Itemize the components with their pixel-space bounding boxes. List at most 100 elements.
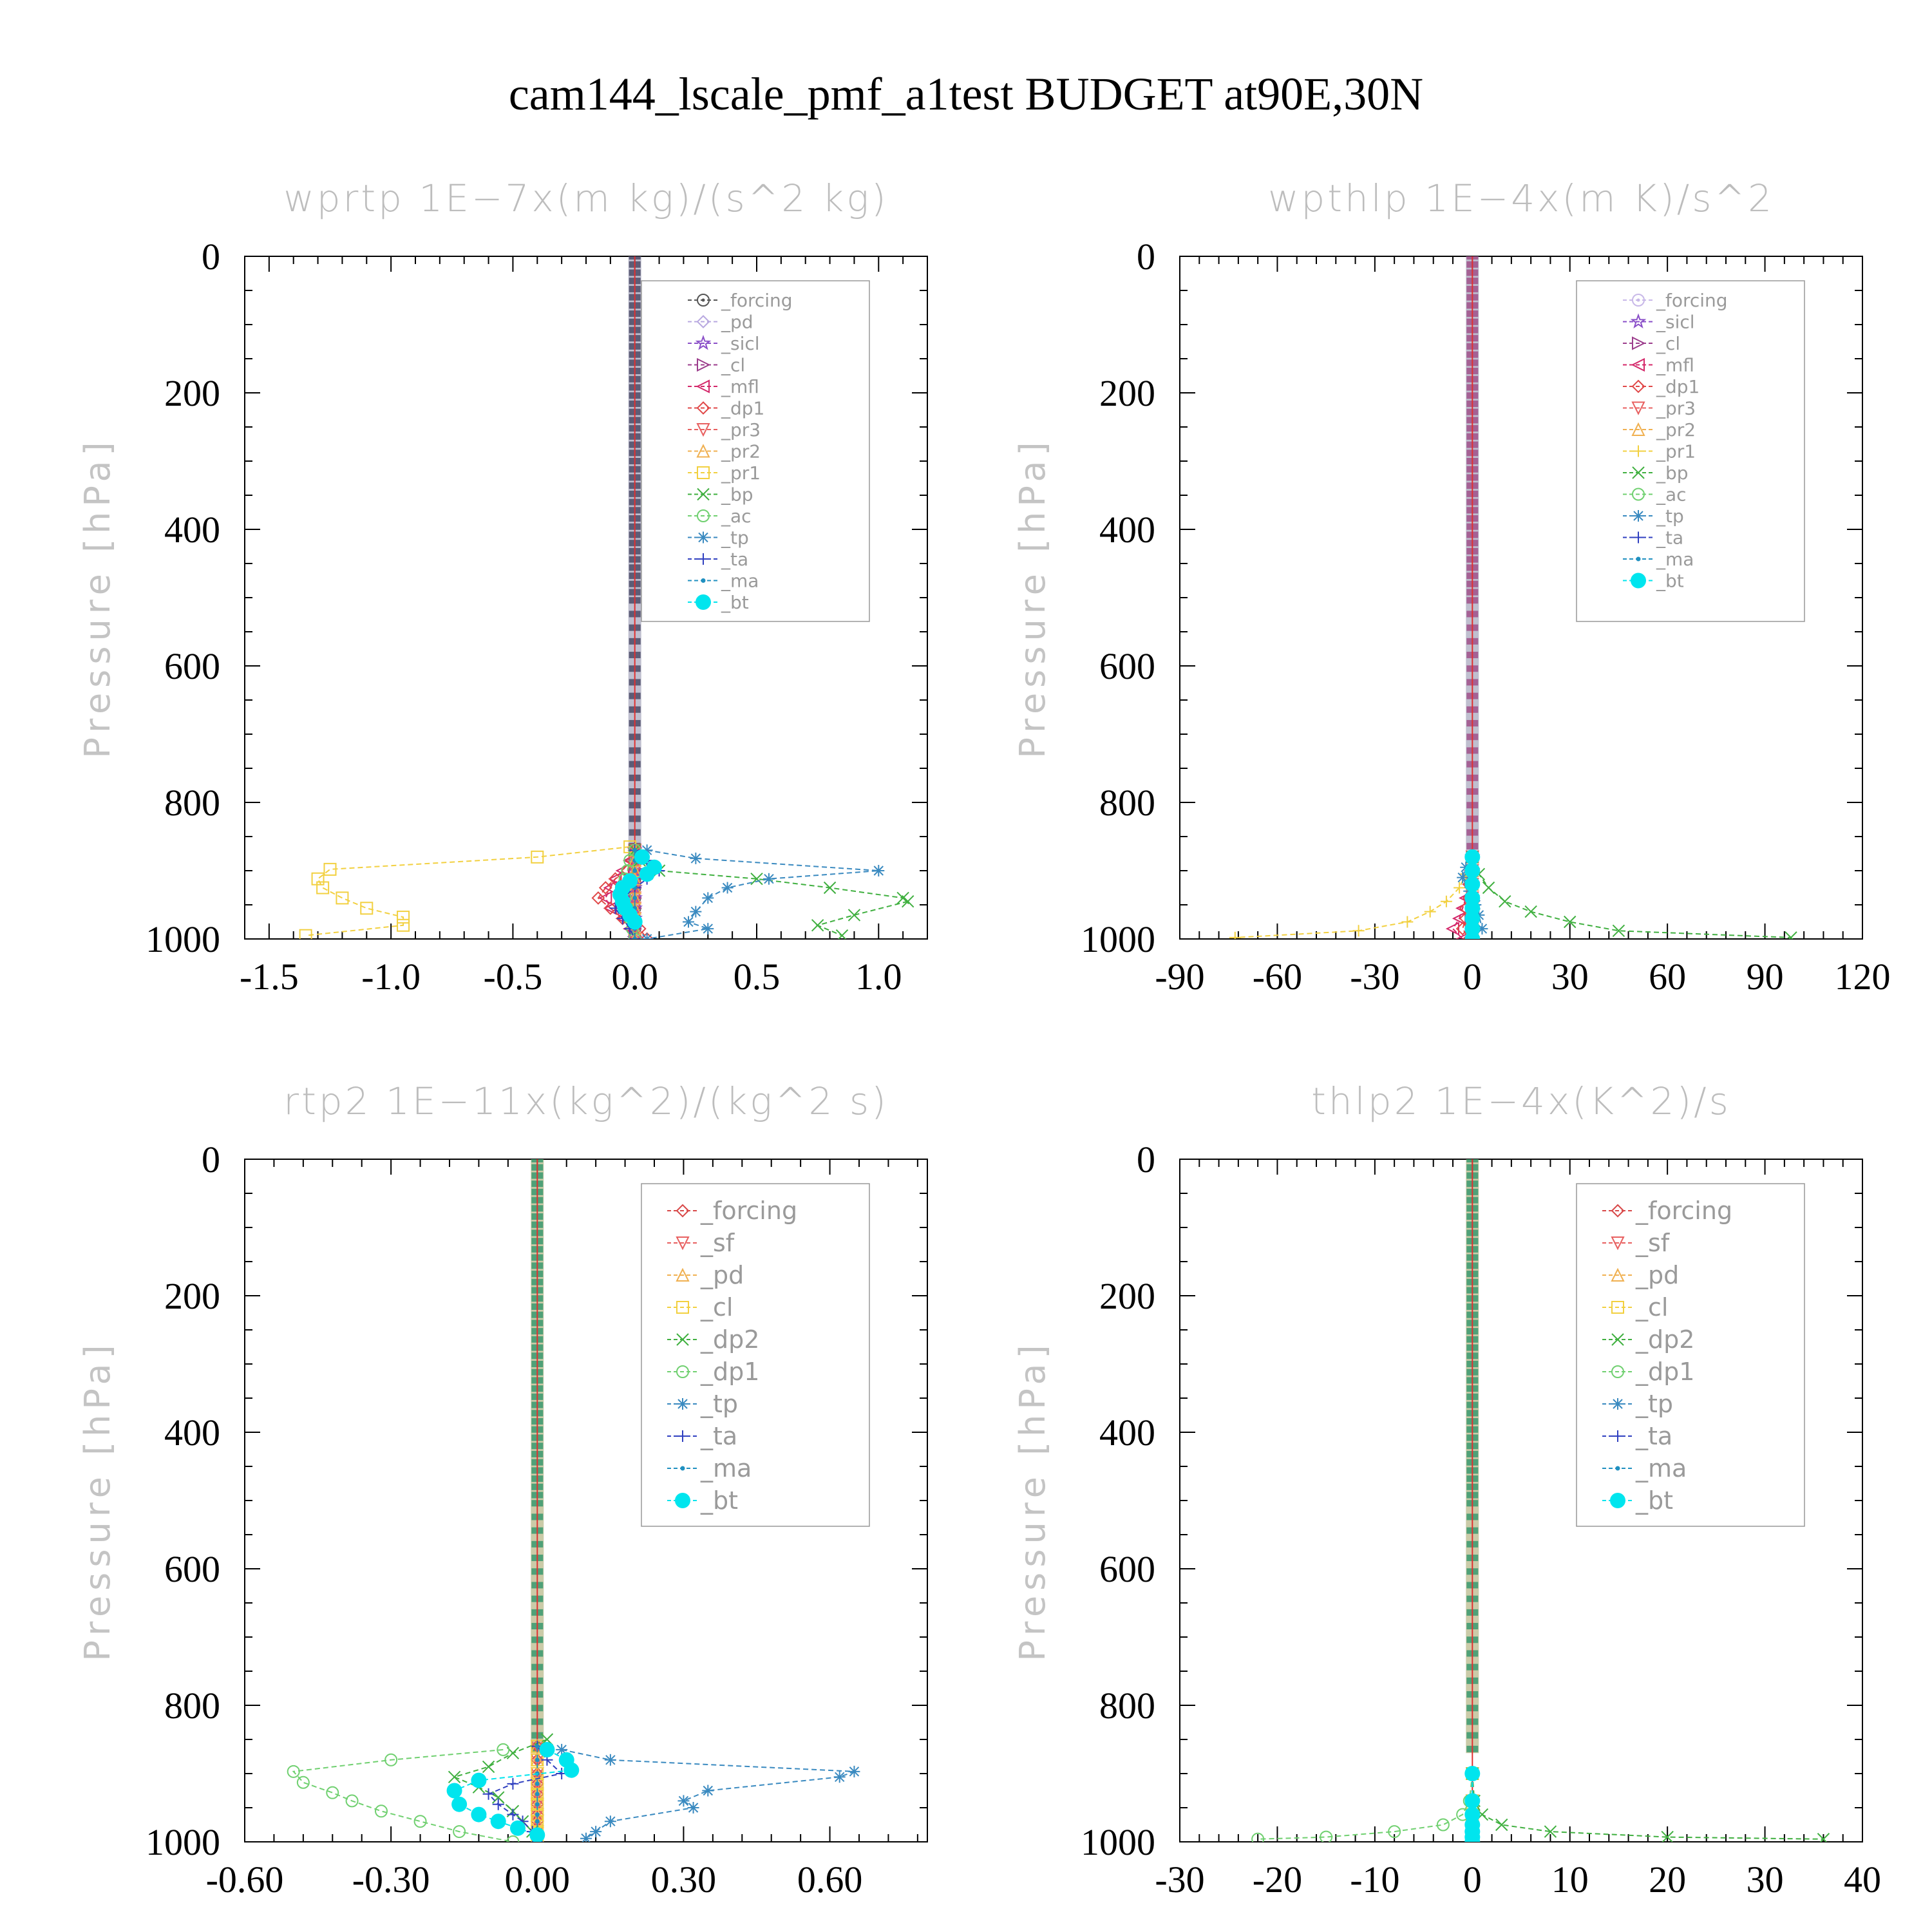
data-point: [1440, 895, 1452, 907]
panels-container: wprtp 1E−7x(m kg)/(s^2 kg) Pressure [hPa]…: [77, 176, 1891, 1900]
legend-entry: _cl: [1656, 333, 1680, 354]
data-point: [639, 866, 655, 882]
legend-entry: _pd: [1635, 1261, 1679, 1289]
data-point: [1482, 881, 1495, 895]
y-tick-label: 400: [164, 509, 220, 551]
legend-marker: [1631, 357, 1645, 372]
legend-entry: _mfl: [1656, 355, 1694, 376]
x-tick-label: 120: [1835, 956, 1891, 998]
legend-box: [641, 280, 870, 622]
data-point: [311, 872, 325, 886]
legend-entry: _ta: [1635, 1422, 1672, 1450]
legend-entry: _pd: [700, 1261, 744, 1289]
chart-panel-3: rtp2 1E−11x(kg^2)/(kg^2 s) Pressure [hPa]…: [77, 1079, 928, 1900]
legend-marker: [1611, 1365, 1624, 1378]
data-point: [634, 849, 650, 865]
data-point: [750, 873, 763, 886]
legend-entry: _bt: [721, 592, 749, 613]
x-tick-label: 10: [1551, 1859, 1589, 1900]
legend-marker: [1633, 510, 1644, 522]
x-tick-label: 30: [1747, 1859, 1784, 1900]
series-dp1: [1251, 1767, 1479, 1842]
x-tick-label: 30: [1551, 956, 1589, 998]
data-point: [507, 1777, 519, 1790]
panel-title: wprtp 1E−7x(m kg)/(s^2 kg): [283, 176, 888, 220]
legend-entry: _pr2: [721, 441, 761, 462]
series-line: [1235, 857, 1473, 938]
legend-marker: [1631, 379, 1645, 393]
y-tick-label: 800: [1099, 782, 1155, 824]
data-point: [835, 929, 849, 939]
data-point: [413, 1815, 427, 1828]
data-point: [287, 1765, 300, 1778]
data-point: [632, 868, 638, 873]
data-point: [482, 1760, 495, 1774]
y-tick-label: 0: [202, 1139, 220, 1180]
y-tick-label: 800: [1099, 1685, 1155, 1727]
data-point: [497, 1743, 510, 1756]
panel-title: wpthlp 1E−4x(m K)/s^2: [1268, 176, 1774, 220]
y-tick-label: 200: [1099, 372, 1155, 414]
data-point: [1785, 931, 1797, 939]
data-point: [632, 848, 638, 853]
data-point: [627, 914, 643, 930]
x-tick-label: -90: [1155, 956, 1204, 998]
data-point: [336, 891, 349, 905]
legend-marker: [1611, 1267, 1625, 1282]
data-point: [490, 1814, 506, 1830]
data-point: [641, 933, 653, 939]
series-line: [614, 849, 661, 939]
legend-marker: [697, 509, 710, 522]
legend-marker: [676, 1333, 689, 1346]
x-tick-label: 0: [1463, 1859, 1482, 1900]
data-point: [604, 1754, 616, 1766]
legend-marker: [697, 294, 710, 307]
legend-marker: [1615, 1466, 1620, 1471]
data-point: [360, 902, 374, 915]
legend-entry: _forcing: [700, 1197, 797, 1225]
legend-marker: [696, 379, 710, 393]
data-point: [535, 1781, 540, 1786]
legend-entry: _sicl: [721, 333, 760, 354]
legend-marker: [1611, 1236, 1625, 1251]
data-point: [1544, 1825, 1557, 1838]
data-point: [1564, 915, 1577, 929]
series-bp: [1466, 851, 1797, 939]
legend-marker: [696, 401, 710, 415]
data-point: [564, 1762, 580, 1778]
data-point: [531, 850, 544, 864]
y-tick-label: 1000: [146, 918, 220, 960]
series-bt: [612, 849, 662, 930]
data-point: [323, 862, 337, 876]
series-line: [305, 846, 630, 936]
data-point: [1464, 863, 1481, 878]
legend-entry: _forcing: [1635, 1197, 1732, 1225]
x-tick-label: 0.00: [505, 1859, 571, 1900]
series-layer: [287, 1159, 860, 1842]
y-tick-label: 600: [164, 645, 220, 687]
data-point: [397, 918, 410, 932]
data-point: [535, 1819, 540, 1824]
legend-marker: [696, 594, 711, 610]
legend-entry: _tp: [1656, 506, 1684, 527]
data-point: [453, 1825, 466, 1839]
legend-marker: [701, 578, 706, 583]
data-point: [345, 1794, 359, 1808]
data-point: [1464, 1834, 1481, 1842]
legend-marker: [1631, 573, 1646, 589]
x-tick-label: 0.60: [797, 1859, 863, 1900]
legend-entry: _dp2: [700, 1325, 759, 1354]
legend-entry: _bt: [700, 1486, 738, 1515]
legend-entry: _sf: [1635, 1229, 1671, 1257]
legend-marker: [695, 335, 712, 350]
data-point: [299, 929, 312, 939]
y-tick-label: 400: [164, 1412, 220, 1454]
legend-marker: [1633, 531, 1644, 544]
data-point: [1424, 905, 1436, 918]
legend-marker: [697, 531, 709, 544]
legend-entry: _tp: [700, 1390, 738, 1418]
series-line: [1472, 1773, 1824, 1840]
legend-entry: _cl: [721, 355, 745, 376]
y-tick-label: 200: [164, 1275, 220, 1317]
legend-marker: [1611, 1333, 1624, 1346]
